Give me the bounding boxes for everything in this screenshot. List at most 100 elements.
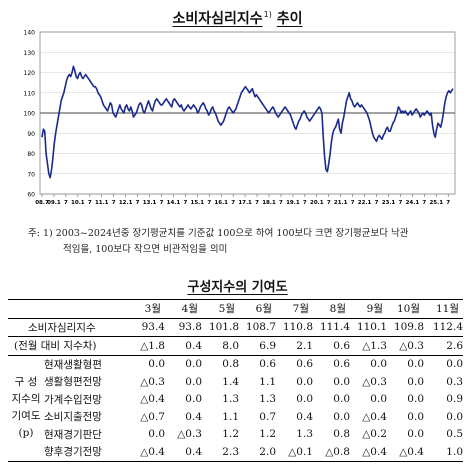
cell: 0.0 [296, 375, 313, 388]
component-rows: 구 성 지수의 기여도 (p) 현재생활형편 0.0 0.0 0.8 0.6 0.6 0.6 0.0 0… [8, 355, 463, 461]
x-tick-label: 7 [279, 200, 283, 206]
y-tick-label: 130 [24, 50, 36, 57]
cell: 112.4 [432, 321, 463, 334]
x-tick-label: 15.1 [191, 200, 205, 206]
x-tick-label: 19.1 [286, 200, 300, 206]
cell: 2.0 [259, 445, 276, 458]
x-tick-label: 7 [255, 200, 259, 206]
x-tick-label: 20.1 [310, 200, 324, 206]
group-label: 구 성 지수의 기여도 (p) [8, 355, 44, 461]
table-row-component: 현재경기판단 0.0 △0.3 1.2 1.2 1.3 0.8 △0.2 0.0 0.5 [8, 426, 463, 444]
footnote-line-1: 주: 1) 2003~2024년중 장기평균치를 기준값 100으로 하여 10… [28, 228, 409, 239]
cell: 1.2 [222, 428, 239, 441]
cell: △1.8 [140, 339, 165, 352]
row-label: 생활형편전망 [44, 376, 102, 389]
x-tick-label: 7 [136, 200, 140, 206]
table-title: 구성지수의 기여도 [0, 276, 475, 295]
x-tick-label: 08.7 [35, 200, 49, 206]
cell: △0.4 [362, 445, 387, 458]
y-tick-label: 120 [24, 70, 36, 77]
cell: 109.8 [393, 321, 424, 334]
cell: △0.3 [362, 375, 387, 388]
row-label: 소비지출전망 [44, 411, 102, 424]
y-tick-label: 90 [27, 131, 35, 138]
cell: 110.8 [282, 321, 313, 334]
row-label: 소비자심리지수 [28, 321, 96, 334]
cell: 0.0 [407, 393, 424, 406]
header-month: 10월 [396, 303, 420, 316]
cell: 0.6 [333, 339, 350, 352]
row-label: 향후경기전망 [44, 446, 102, 459]
x-tick-label: 16.1 [214, 200, 228, 206]
cell: 0.4 [296, 410, 313, 423]
cell: △0.1 [288, 445, 313, 458]
table-row-csi: 소비자심리지수 93.4 93.8 101.8 108.7 110.8 111.… [8, 318, 463, 337]
chart-footnote: 주: 1) 2003~2024년중 장기평균치를 기준값 100으로 하여 10… [28, 226, 468, 258]
cell: 0.0 [148, 358, 165, 371]
x-tick-label: 7 [446, 200, 450, 206]
group-label-line: (p) [18, 427, 34, 439]
cell: 1.1 [222, 410, 239, 423]
series-line-consumer-sentiment [41, 65, 454, 179]
cell: 0.0 [370, 358, 387, 371]
x-tick-label: 7 [422, 200, 426, 206]
cell: 1.1 [259, 375, 276, 388]
x-tick-label: 25.1 [429, 200, 443, 206]
x-tick-label: 24.1 [406, 200, 420, 206]
x-tick-label: 7 [64, 200, 68, 206]
header-month: 7월 [292, 303, 309, 316]
chart-title-footnote-mark: 1) [263, 10, 272, 20]
x-tick-label: 7 [207, 200, 211, 206]
cell: 0.0 [407, 410, 424, 423]
contribution-table: 3월 4월 5월 6월 7월 8월 9월 10월 11월 소비자심리지수 93.… [8, 299, 463, 462]
cell: △0.4 [140, 445, 165, 458]
x-tick-label: 17.1 [238, 200, 252, 206]
cell: 0.3 [446, 375, 463, 388]
cell: △0.4 [399, 445, 424, 458]
cell: △0.7 [140, 410, 165, 423]
cell: 0.6 [333, 358, 350, 371]
cell: 0.4 [185, 410, 202, 423]
cell: 0.4 [185, 339, 202, 352]
x-axis-ticks: 08.709.1 7 10.1 7 11.1 7 12.1 7 13.1 7 14.1 7 15.1 7 1… [35, 194, 450, 206]
group-label-line: 기여도 [11, 410, 41, 422]
footnote-line-2: 적임을, 100보다 작으면 비관적임을 의미 [63, 244, 228, 255]
cell: 0.8 [333, 428, 350, 441]
chart-title: 소비자심리지수1) 추이 [0, 8, 475, 28]
x-tick-label: 09.1 [47, 200, 61, 206]
plot-frame [39, 31, 456, 195]
x-tick-label: 7 [351, 200, 355, 206]
header-corner [8, 300, 128, 319]
cell: 1.3 [259, 393, 276, 406]
table-row-component: 가계수입전망 △0.4 0.0 1.3 1.3 0.0 0.0 0.0 0.0 0.9 [8, 391, 463, 409]
header-month: 4월 [181, 303, 198, 316]
header-month: 9월 [366, 303, 383, 316]
x-tick-label: 13.1 [143, 200, 157, 206]
cell: 0.0 [446, 358, 463, 371]
y-tick-label: 140 [24, 30, 36, 37]
cell: △0.4 [362, 410, 387, 423]
cell: 0.7 [259, 410, 276, 423]
y-tick-label: 110 [24, 90, 36, 97]
cell: 0.0 [407, 375, 424, 388]
x-tick-label: 7 [399, 200, 403, 206]
x-tick-label: 11.1 [95, 200, 109, 206]
cell: 93.8 [178, 321, 202, 334]
cell: 0.6 [296, 358, 313, 371]
y-tick-label: 60 [27, 192, 35, 199]
x-tick-label: 18.1 [262, 200, 276, 206]
cell: 0.6 [259, 358, 276, 371]
cell: 0.0 [446, 410, 463, 423]
cell: 1.0 [446, 445, 463, 458]
cell: 8.0 [222, 339, 239, 352]
cell: 0.5 [446, 428, 463, 441]
x-tick-label: 14.1 [167, 200, 181, 206]
cell: △0.2 [362, 428, 387, 441]
chart-title-text: 소비자심리지수 [172, 11, 263, 27]
cell: 2.3 [222, 445, 239, 458]
cell: 1.2 [259, 428, 276, 441]
cell: △0.3 [177, 428, 202, 441]
group-label-line: 지수의 [11, 393, 41, 405]
cell: 0.0 [296, 393, 313, 406]
